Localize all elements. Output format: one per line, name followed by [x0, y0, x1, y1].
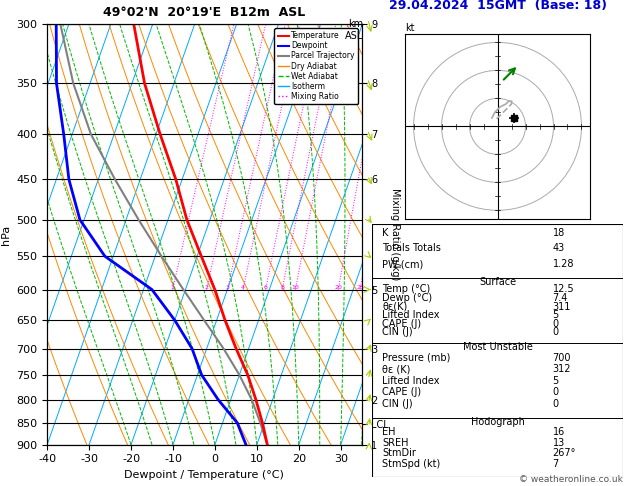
Text: StmSpd (kt): StmSpd (kt)	[382, 459, 441, 469]
Text: 312: 312	[553, 364, 571, 374]
Text: Dewp (°C): Dewp (°C)	[382, 293, 433, 303]
Text: StmDir: StmDir	[382, 449, 416, 458]
Text: 700: 700	[553, 353, 571, 363]
Text: 13: 13	[553, 437, 565, 448]
Text: Totals Totals: Totals Totals	[382, 243, 442, 254]
Title: 49°02'N  20°19'E  B12m  ASL: 49°02'N 20°19'E B12m ASL	[103, 6, 306, 19]
Text: 267°: 267°	[553, 449, 576, 458]
Text: CIN (J): CIN (J)	[382, 399, 413, 409]
Text: 0: 0	[553, 387, 559, 397]
Text: 20: 20	[335, 284, 342, 290]
Text: kt: kt	[405, 23, 415, 33]
X-axis label: Dewpoint / Temperature (°C): Dewpoint / Temperature (°C)	[125, 470, 284, 480]
Text: CIN (J): CIN (J)	[382, 328, 413, 337]
Text: 6: 6	[264, 284, 267, 290]
Text: 12.5: 12.5	[553, 284, 574, 295]
Text: 16: 16	[553, 427, 565, 437]
Text: K: K	[382, 228, 389, 238]
Text: Hodograph: Hodograph	[470, 417, 525, 427]
Text: 311: 311	[553, 302, 571, 312]
Text: 1.28: 1.28	[553, 259, 574, 269]
Text: 2: 2	[204, 284, 209, 290]
Text: 5: 5	[553, 310, 559, 320]
Text: © weatheronline.co.uk: © weatheronline.co.uk	[519, 474, 623, 484]
Y-axis label: Mixing Ratio (g/kg): Mixing Ratio (g/kg)	[390, 189, 400, 280]
Text: PW (cm): PW (cm)	[382, 259, 424, 269]
Text: 1: 1	[170, 284, 175, 290]
Legend: Temperature, Dewpoint, Parcel Trajectory, Dry Adiabat, Wet Adiabat, Isotherm, Mi: Temperature, Dewpoint, Parcel Trajectory…	[274, 28, 358, 104]
Text: θε(K): θε(K)	[382, 302, 408, 312]
Text: Surface: Surface	[479, 277, 516, 287]
Y-axis label: hPa: hPa	[1, 225, 11, 244]
Text: Pressure (mb): Pressure (mb)	[382, 353, 451, 363]
Text: km
ASL: km ASL	[345, 19, 363, 41]
Text: 10: 10	[291, 284, 299, 290]
Text: CAPE (J): CAPE (J)	[382, 319, 421, 329]
Text: Most Unstable: Most Unstable	[462, 343, 533, 352]
Text: θε (K): θε (K)	[382, 364, 411, 374]
Text: 4: 4	[241, 284, 245, 290]
Text: 5: 5	[553, 376, 559, 386]
Text: 3: 3	[226, 284, 230, 290]
Text: 43: 43	[553, 243, 565, 254]
Text: 0: 0	[553, 328, 559, 337]
Text: 7: 7	[553, 459, 559, 469]
Text: 0: 0	[553, 399, 559, 409]
Text: Lifted Index: Lifted Index	[382, 310, 440, 320]
Text: CAPE (J): CAPE (J)	[382, 387, 421, 397]
Text: 28: 28	[356, 284, 364, 290]
Text: Temp (°C): Temp (°C)	[382, 284, 431, 295]
Text: SREH: SREH	[382, 437, 409, 448]
Text: Lifted Index: Lifted Index	[382, 376, 440, 386]
Text: 7.4: 7.4	[553, 293, 568, 303]
Text: 18: 18	[553, 228, 565, 238]
Text: 8: 8	[281, 284, 284, 290]
Text: EH: EH	[382, 427, 396, 437]
Text: 29.04.2024  15GMT  (Base: 18): 29.04.2024 15GMT (Base: 18)	[389, 0, 606, 12]
Text: 0: 0	[553, 319, 559, 329]
